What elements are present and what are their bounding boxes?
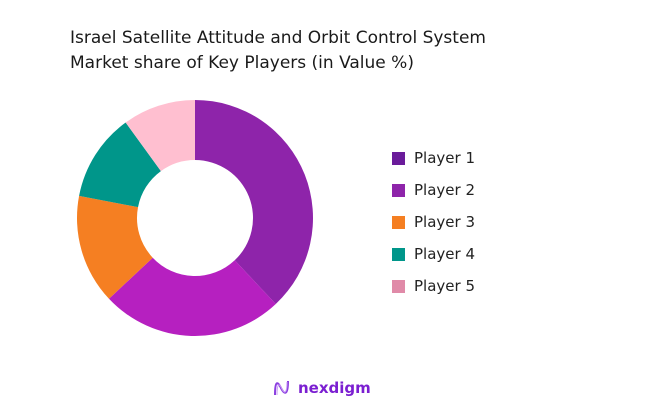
legend-label: Player 5 xyxy=(414,277,475,295)
slice-player-3 xyxy=(77,195,153,299)
legend-label: Player 2 xyxy=(414,181,475,199)
nexdigm-logo-text: nexdigm xyxy=(298,379,371,397)
legend-swatch xyxy=(392,247,405,261)
legend-item: Player 2 xyxy=(392,174,475,206)
legend-item: Player 1 xyxy=(392,142,475,174)
legend-item: Player 3 xyxy=(392,206,475,238)
slice-player-4 xyxy=(79,122,161,208)
slice-player-2 xyxy=(108,257,276,336)
title-line-2: Market share of Key Players (in Value %) xyxy=(70,53,414,73)
legend-label: Player 3 xyxy=(414,213,475,231)
legend-label: Player 4 xyxy=(414,245,475,263)
legend-swatch xyxy=(392,183,405,197)
slice-player-1 xyxy=(195,100,313,305)
nexdigm-logo: nexdigm xyxy=(272,378,371,398)
legend-label: Player 1 xyxy=(414,149,475,167)
nexdigm-logo-icon xyxy=(274,380,289,396)
legend-item: Player 4 xyxy=(392,238,475,270)
legend: Player 1 Player 2 Player 3 Player 4 Player 5 xyxy=(392,142,475,302)
legend-swatch xyxy=(392,279,405,293)
title-line-1: Israel Satellite Attitude and Orbit Cont… xyxy=(70,28,486,48)
slice-player-5 xyxy=(125,100,195,172)
legend-swatch xyxy=(392,151,405,165)
legend-item: Player 5 xyxy=(392,270,475,302)
chart-title: Israel Satellite Attitude and Orbit Cont… xyxy=(70,26,486,76)
legend-swatch xyxy=(392,215,405,229)
